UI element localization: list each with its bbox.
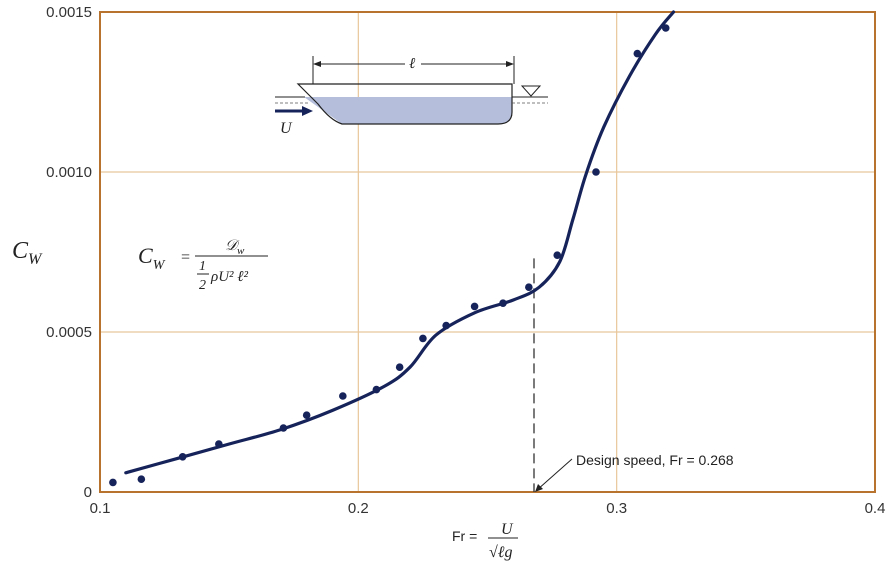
data-point <box>215 440 223 448</box>
x-axis-label-prefix: Fr = <box>452 528 477 544</box>
data-point <box>137 475 146 484</box>
data-point <box>553 251 562 259</box>
data-point <box>419 334 427 343</box>
ship-hull-outline <box>296 83 513 125</box>
x-tick-label: 0.3 <box>606 500 627 517</box>
ship-dimension-arrow-right <box>506 61 514 67</box>
x-axis-label-denominator: √ℓg <box>489 544 512 561</box>
formula-half-den: 2 <box>199 278 206 293</box>
x-tick-label: 0.1 <box>90 500 111 517</box>
annotation-leader <box>536 458 573 491</box>
data-point <box>339 392 347 400</box>
y-axis-label: CW <box>12 238 43 268</box>
x-ticks: 0.1 0.2 0.3 0.4 <box>90 500 886 517</box>
waterline-marker-icon <box>520 85 542 97</box>
ship-dimension-arrow-left <box>313 61 321 67</box>
ship-hull-submerged <box>304 97 512 124</box>
y-tick-label: 0 <box>84 484 92 501</box>
data-point <box>592 168 600 176</box>
x-axis-label-numerator: U <box>501 521 514 538</box>
x-tick-label: 0.4 <box>865 500 886 517</box>
data-point <box>395 363 404 372</box>
data-point <box>372 385 381 394</box>
y-tick-label: 0.0010 <box>46 164 92 181</box>
data-point <box>633 49 642 58</box>
ship-diagram: ℓ U <box>275 56 548 137</box>
data-point <box>302 411 311 420</box>
fit-curve <box>124 10 676 475</box>
x-tick-label: 0.2 <box>348 500 369 517</box>
ship-velocity-label: U <box>280 120 293 137</box>
data-point <box>470 302 479 311</box>
annotation-arrowhead-icon <box>535 484 543 492</box>
design-speed-annotation: Design speed, Fr = 0.268 <box>576 452 734 468</box>
data-points <box>109 24 670 487</box>
y-tick-label: 0.0015 <box>46 4 92 21</box>
data-point <box>178 453 187 461</box>
data-point <box>525 283 533 292</box>
data-point <box>442 321 450 330</box>
y-ticks: 0 0.0005 0.0010 0.0015 <box>46 4 92 501</box>
y-tick-label: 0.0005 <box>46 324 92 341</box>
data-point <box>109 478 117 487</box>
formula-lhs: CW <box>138 243 166 273</box>
data-point <box>279 424 288 432</box>
data-point <box>661 24 670 32</box>
velocity-arrow-head-icon <box>302 106 313 116</box>
grid <box>100 12 875 492</box>
plot-frame <box>99 11 876 493</box>
formula-denominator-rest: ρU² ℓ² <box>210 269 249 285</box>
formula-numerator: 𝒟w <box>225 238 245 257</box>
formula-half-num: 1 <box>199 259 206 274</box>
formula-equals: = <box>180 249 191 266</box>
data-point <box>499 299 507 308</box>
ship-length-label: ℓ <box>409 56 415 72</box>
